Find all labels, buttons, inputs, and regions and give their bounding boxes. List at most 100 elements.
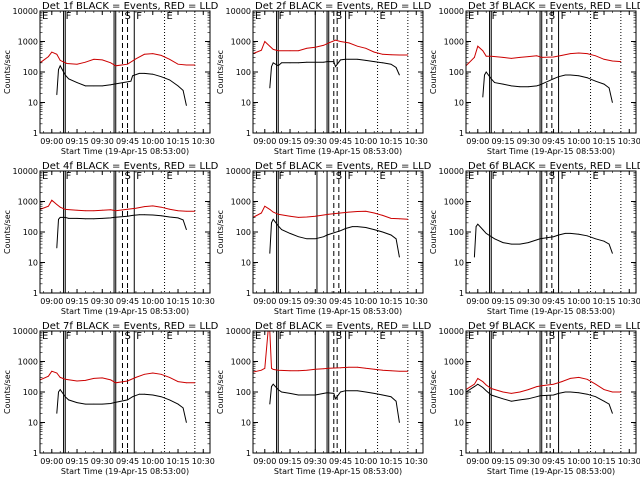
series-point-events bbox=[502, 398, 504, 400]
time-marker-label: F bbox=[348, 11, 354, 22]
y-tick-label: 1 bbox=[246, 129, 251, 138]
series-point-events bbox=[595, 396, 597, 398]
series-point-events bbox=[289, 62, 291, 64]
series-point-events bbox=[490, 78, 492, 80]
x-axis-label: Start Time (19-Apr-15 08:53:00) bbox=[274, 307, 402, 316]
x-tick-label: 09:30 bbox=[91, 137, 114, 146]
series-point-events bbox=[160, 396, 162, 398]
series-point-lld bbox=[356, 45, 358, 47]
series-point-lld bbox=[298, 217, 299, 218]
series-point-lld bbox=[340, 41, 341, 42]
series-point-events bbox=[527, 86, 529, 88]
y-tick-label: 1 bbox=[33, 289, 38, 298]
series-point-lld bbox=[519, 57, 521, 58]
series-point-events bbox=[289, 232, 291, 234]
series-point-lld bbox=[152, 53, 154, 55]
time-marker-label: S bbox=[124, 331, 130, 342]
time-marker-label: F bbox=[279, 171, 285, 182]
time-marker-label: F bbox=[66, 171, 72, 182]
series-point-lld bbox=[85, 210, 86, 212]
time-marker-label: E bbox=[468, 11, 474, 22]
x-tick-label: 10:15 bbox=[166, 457, 189, 466]
x-tick-label: 09:30 bbox=[517, 137, 540, 146]
series-point-events bbox=[101, 403, 103, 405]
series-point-events bbox=[182, 407, 184, 409]
series-point-events bbox=[490, 394, 492, 396]
panel-title: Det 8f BLACK = Events, RED = LLD bbox=[255, 321, 432, 332]
x-tick-label: 09:00 bbox=[40, 137, 63, 146]
time-marker-label: E bbox=[593, 11, 599, 22]
series-point-lld bbox=[373, 212, 375, 214]
series-point-events bbox=[603, 240, 605, 242]
time-marker-label: E bbox=[167, 331, 173, 342]
series-point-events bbox=[511, 85, 512, 87]
series-point-lld bbox=[407, 54, 409, 56]
y-tick-label: 10 bbox=[28, 419, 38, 428]
series-point-events bbox=[132, 396, 133, 398]
series-point-events bbox=[76, 82, 78, 83]
x-axis-label: Start Time (19-Apr-15 08:53:00) bbox=[487, 307, 615, 316]
series-point-events bbox=[323, 236, 325, 238]
series-point-lld bbox=[390, 370, 392, 372]
x-tick-label: 10:15 bbox=[592, 297, 615, 306]
x-tick-label: 10:00 bbox=[567, 297, 590, 306]
series-point-events bbox=[59, 217, 61, 218]
x-tick-label: 10:00 bbox=[354, 297, 377, 306]
series-point-events bbox=[113, 217, 115, 218]
x-tick-label: 09:00 bbox=[466, 297, 489, 306]
y-tick-label: 1000 bbox=[18, 358, 38, 367]
series-point-events bbox=[68, 78, 70, 80]
y-tick-label: 10000 bbox=[439, 327, 464, 336]
y-axis-label: Counts/sec bbox=[3, 50, 12, 94]
y-axis-label: Counts/sec bbox=[429, 50, 438, 94]
x-tick-label: 10:15 bbox=[592, 457, 615, 466]
series-point-lld bbox=[93, 58, 95, 60]
series-point-lld bbox=[269, 209, 271, 210]
x-tick-label: 09:15 bbox=[491, 137, 514, 146]
y-tick-label: 10000 bbox=[439, 167, 464, 176]
x-axis-label: Start Time (19-Apr-15 08:53:00) bbox=[61, 307, 189, 316]
series-point-lld bbox=[59, 206, 61, 208]
series-point-events bbox=[269, 87, 271, 89]
series-point-lld bbox=[490, 388, 492, 389]
x-tick-label: 09:00 bbox=[253, 297, 276, 306]
x-tick-label: 10:30 bbox=[405, 457, 428, 466]
series-point-events bbox=[502, 83, 504, 85]
series-point-events bbox=[494, 82, 496, 83]
series-point-events bbox=[569, 74, 571, 76]
x-tick-label: 10:00 bbox=[354, 137, 377, 146]
series-point-events bbox=[272, 218, 274, 220]
series-point-events bbox=[306, 394, 308, 396]
series-point-lld bbox=[272, 369, 274, 370]
series-point-lld bbox=[399, 218, 400, 220]
time-marker-label: E bbox=[42, 331, 48, 342]
time-marker-label: F bbox=[492, 171, 498, 182]
series-point-lld bbox=[152, 372, 154, 374]
series-point-lld bbox=[536, 55, 538, 57]
time-marker-label: F bbox=[279, 11, 285, 22]
series-point-events bbox=[76, 402, 78, 403]
series-point-lld bbox=[85, 380, 86, 381]
series-point-events bbox=[527, 242, 529, 243]
series-point-lld bbox=[382, 215, 384, 216]
series-point-events bbox=[365, 60, 367, 61]
x-tick-label: 09:30 bbox=[91, 457, 114, 466]
time-marker-label: S bbox=[336, 171, 342, 182]
series-point-lld bbox=[586, 378, 588, 380]
series-point-lld bbox=[323, 214, 325, 216]
y-tick-label: 10000 bbox=[13, 7, 38, 16]
series-point-lld bbox=[561, 55, 563, 56]
x-tick-label: 10:15 bbox=[166, 137, 189, 146]
series-point-lld bbox=[474, 57, 475, 58]
x-axis-label: Start Time (19-Apr-15 08:53:00) bbox=[487, 147, 615, 156]
series-point-events bbox=[68, 399, 70, 401]
series-point-events bbox=[76, 217, 78, 219]
series-point-lld bbox=[160, 55, 162, 56]
x-tick-label: 09:45 bbox=[329, 457, 352, 466]
series-point-lld bbox=[482, 381, 484, 382]
y-tick-label: 10000 bbox=[13, 327, 38, 336]
series-point-lld bbox=[261, 49, 262, 51]
series-point-events bbox=[558, 392, 559, 394]
